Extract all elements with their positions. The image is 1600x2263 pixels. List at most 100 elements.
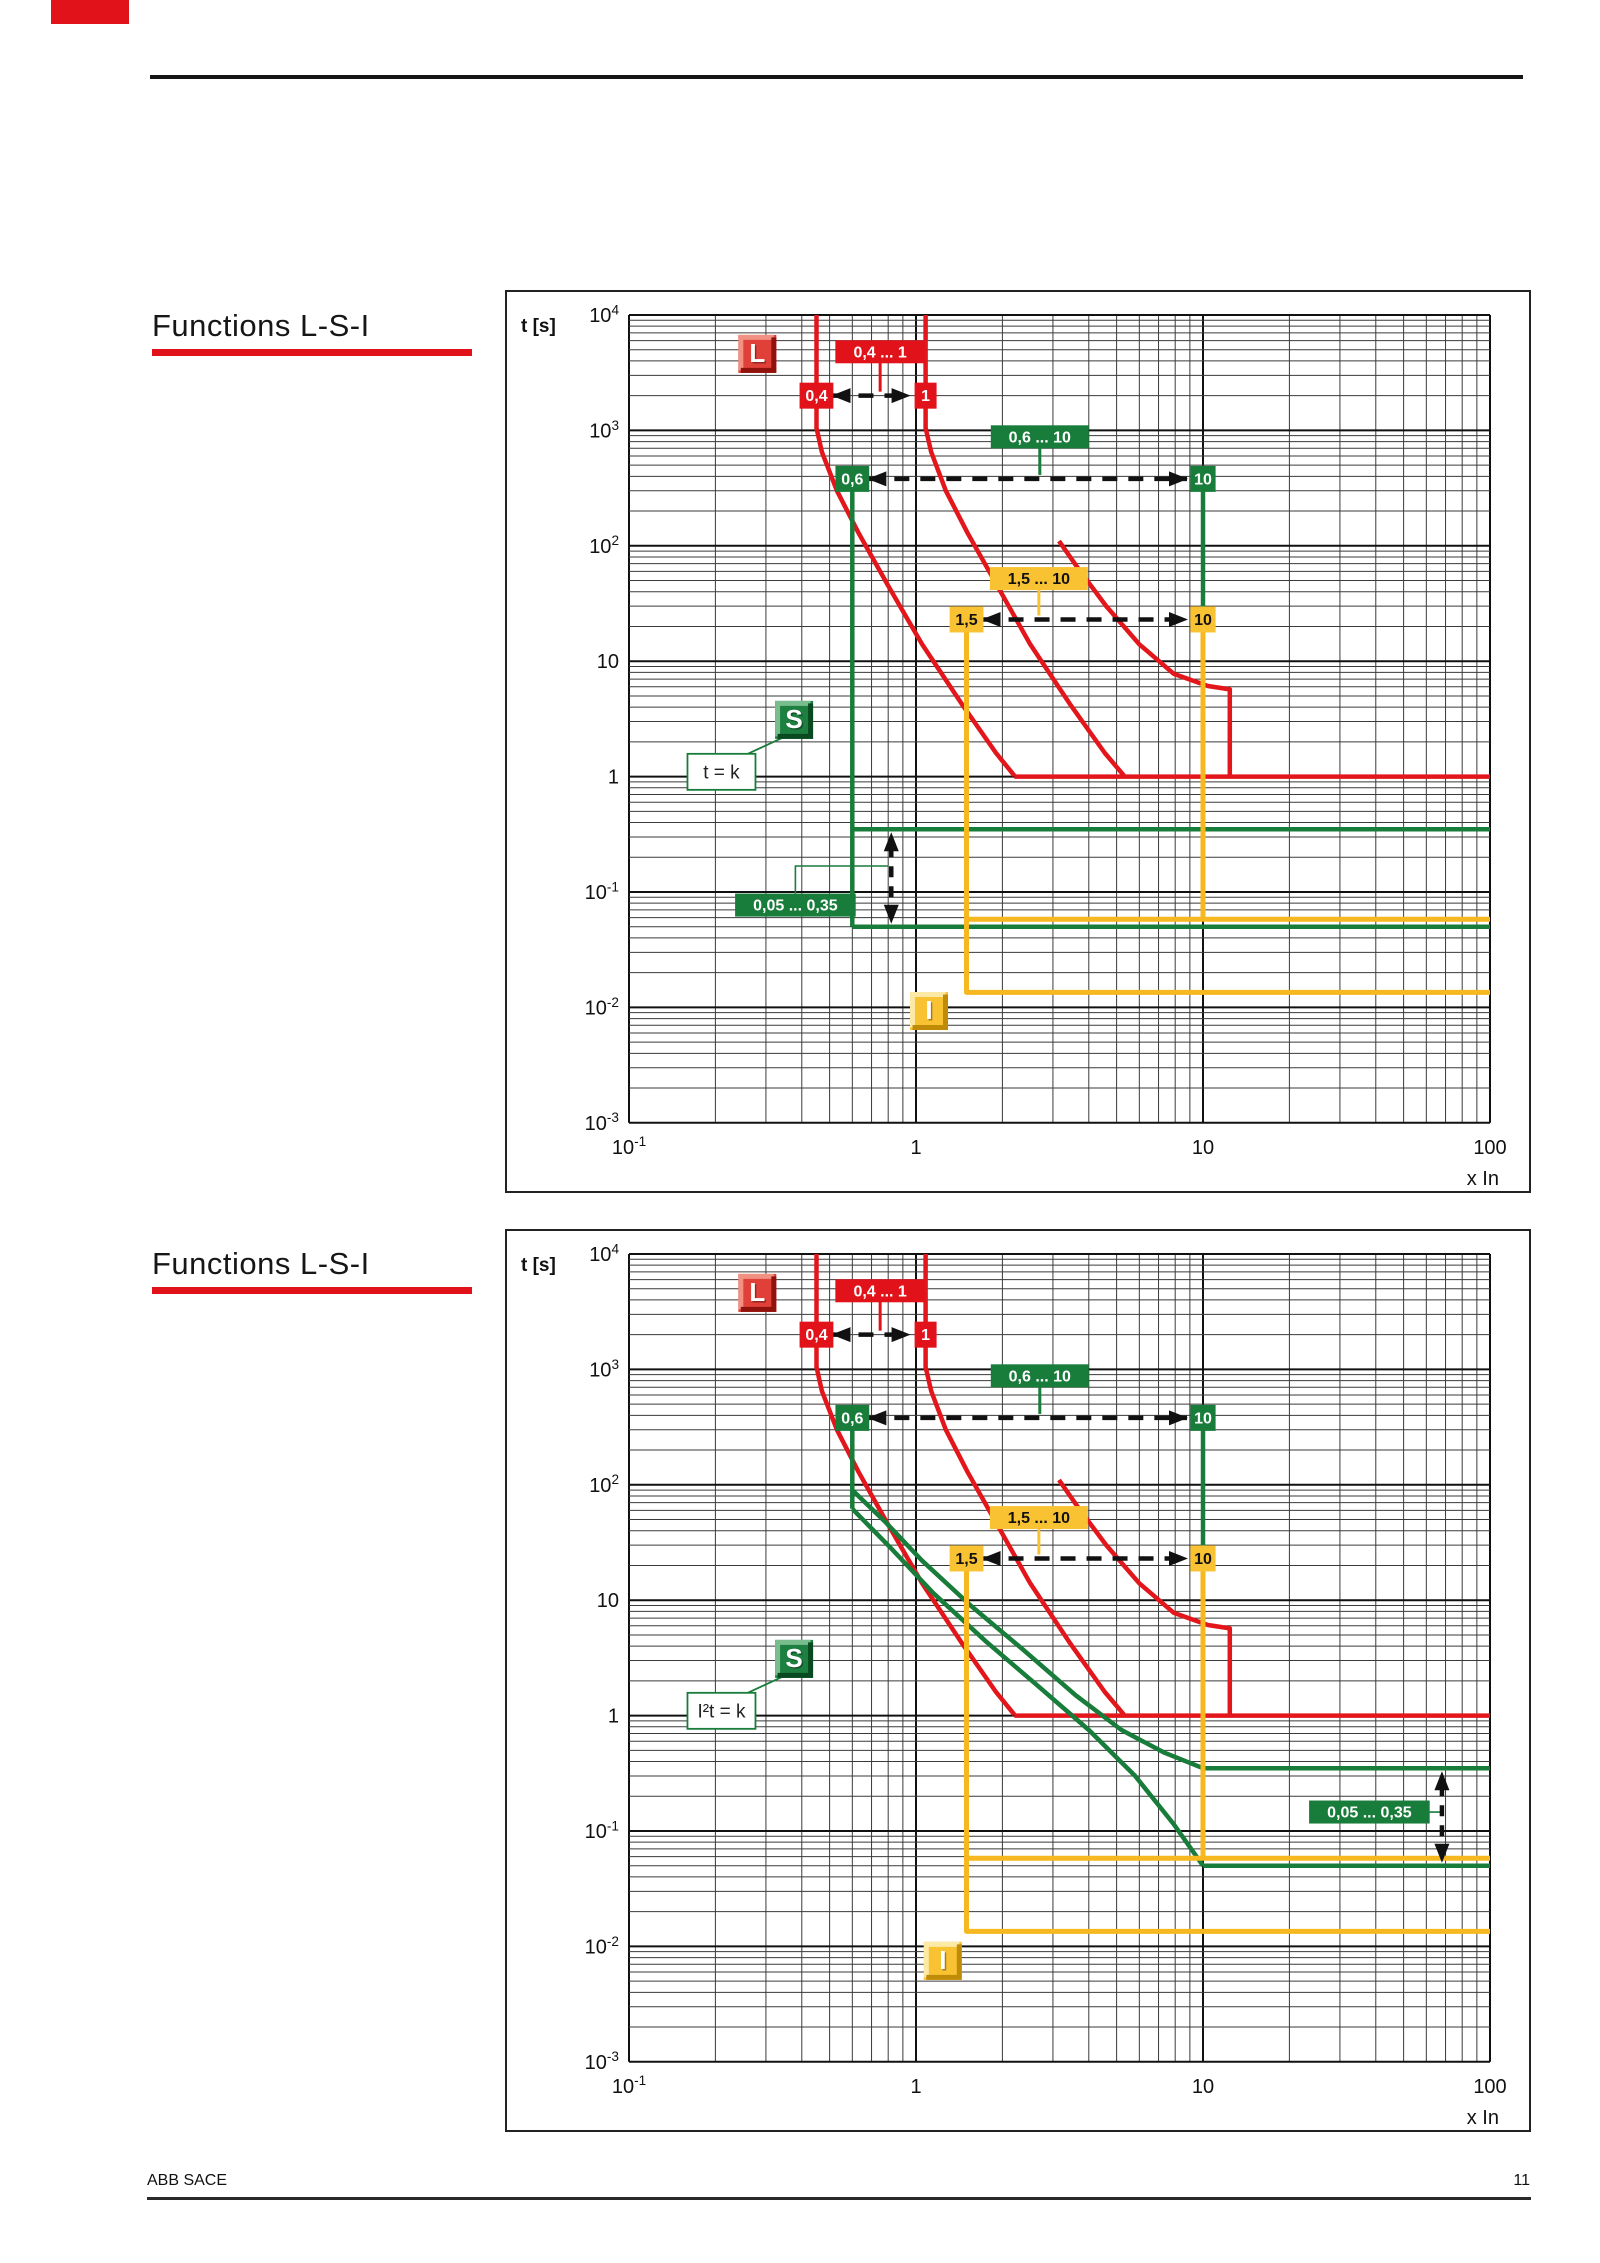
y-axis-unit-label: t [s]	[521, 316, 556, 337]
svg-text:100: 100	[1473, 2076, 1506, 2098]
series-L-band-left	[814, 1254, 1017, 1717]
footer-brand: ABB SACE	[147, 2172, 228, 2189]
trip-curve-chart-t-equals-k: 0,4 1 0,6 10 1,5 10 0,4 ... 1 0,6 ... 10 1,5 ...…	[505, 290, 1531, 1193]
log-grid	[628, 1253, 1491, 2063]
svg-text:t = k: t = k	[703, 762, 740, 783]
range-label: 0,4 ... 1	[835, 1279, 925, 1331]
svg-text:10-2: 10-2	[585, 995, 619, 1020]
series-I-pickup-15	[964, 1558, 1490, 1934]
setting-range-arrow: 1,5 10	[949, 1545, 1216, 1572]
time-setting-arrow: 0,05 ... 0,35	[735, 832, 899, 924]
svg-text:1: 1	[921, 1327, 930, 1344]
svg-text:10: 10	[1194, 471, 1212, 488]
range-label: 0,6 ... 10	[990, 1364, 1089, 1414]
svg-text:0,4 ... 1: 0,4 ... 1	[853, 344, 906, 361]
svg-text:L: L	[749, 338, 765, 368]
svg-text:L: L	[751, 339, 767, 369]
function-badge-S: SS	[775, 1639, 814, 1678]
svg-text:0,4: 0,4	[805, 1327, 827, 1344]
svg-text:0,4: 0,4	[805, 388, 827, 405]
svg-text:10-1: 10-1	[585, 1818, 619, 1843]
series-L-band-left	[814, 315, 1017, 778]
svg-text:10: 10	[1194, 612, 1212, 629]
setting-range-arrow: 0,4 1	[799, 1321, 937, 1348]
svg-text:1,5: 1,5	[955, 612, 977, 629]
svg-text:I: I	[939, 1945, 946, 1975]
heading-underline-1	[152, 349, 472, 356]
range-label: 1,5 ... 10	[989, 567, 1088, 616]
series-I-pickup-15	[964, 619, 1490, 995]
log-grid	[628, 314, 1491, 1124]
footer-page-number: 11	[1513, 2172, 1530, 2189]
svg-text:1,5: 1,5	[955, 1551, 977, 1568]
setting-box-1,5: 1,5	[949, 606, 984, 633]
svg-text:S: S	[785, 704, 802, 734]
y-axis-unit-label: t [s]	[521, 1255, 556, 1276]
svg-text:I: I	[941, 1946, 948, 1976]
section-heading-1: Functions L-S-I	[152, 308, 370, 343]
function-badge-I: II	[910, 992, 949, 1031]
curve-series	[814, 1254, 1490, 1934]
svg-text:0,6 ... 10: 0,6 ... 10	[1009, 1368, 1071, 1385]
function-badge-L: LL	[738, 1273, 777, 1312]
svg-text:1: 1	[910, 1137, 921, 1159]
svg-text:102: 102	[589, 1472, 619, 1497]
svg-text:1: 1	[608, 767, 619, 789]
svg-text:0,05 ... 0,35: 0,05 ... 0,35	[753, 898, 838, 915]
svg-text:0,6: 0,6	[841, 471, 863, 488]
page-corner-red-mark	[51, 0, 129, 24]
k-equation-box: t = k	[686, 737, 783, 791]
curve-series	[814, 315, 1490, 995]
svg-text:S: S	[787, 705, 804, 735]
setting-range-arrow: 0,6 10	[835, 465, 1216, 492]
svg-text:S: S	[785, 1643, 802, 1673]
function-badge-L: LL	[738, 334, 777, 373]
svg-text:0,6 ... 10: 0,6 ... 10	[1009, 429, 1071, 446]
setting-box-10: 10	[1190, 465, 1216, 492]
svg-text:100: 100	[1473, 1137, 1506, 1159]
svg-text:1: 1	[921, 388, 930, 405]
svg-text:103: 103	[589, 418, 619, 443]
setting-box-10: 10	[1190, 1404, 1216, 1431]
setting-box-0,4: 0,4	[799, 382, 834, 409]
range-label: 1,5 ... 10	[989, 1506, 1088, 1555]
svg-text:1: 1	[910, 2076, 921, 2098]
svg-text:I: I	[927, 997, 934, 1027]
svg-text:10: 10	[597, 651, 619, 673]
svg-text:10-1: 10-1	[612, 1134, 646, 1159]
svg-text:S: S	[787, 1644, 804, 1674]
svg-text:10-3: 10-3	[585, 2049, 619, 2074]
svg-text:104: 104	[589, 302, 619, 327]
range-label: 0,6 ... 10	[990, 425, 1089, 475]
svg-text:10: 10	[597, 1590, 619, 1612]
svg-text:1,5 ... 10: 1,5 ... 10	[1008, 571, 1070, 588]
chart-svg: 0,4 10,6 101,5 100,4 ... 10,6 ... 101,5 ...…	[521, 302, 1507, 1189]
svg-text:1: 1	[608, 1706, 619, 1728]
x-axis-unit-label: x In	[1467, 2107, 1499, 2129]
svg-text:10: 10	[1194, 1551, 1212, 1568]
setting-range-arrow: 1,5 10	[949, 606, 1216, 633]
setting-box-1: 1	[914, 1321, 937, 1348]
svg-text:10-3: 10-3	[585, 1110, 619, 1135]
svg-text:I: I	[925, 995, 932, 1025]
setting-box-0,6: 0,6	[835, 465, 870, 492]
k-equation-box: I²t = k	[686, 1676, 783, 1730]
x-axis-unit-label: x In	[1467, 1168, 1499, 1190]
svg-text:102: 102	[589, 533, 619, 558]
setting-range-arrow: 0,4 1	[799, 382, 937, 409]
footer-rule	[147, 2197, 1531, 2200]
svg-text:10-1: 10-1	[585, 879, 619, 904]
setting-range-arrow: 0,6 10	[835, 1404, 1216, 1431]
series-L-band-right	[923, 1254, 1126, 1717]
function-badge-S: SS	[775, 700, 814, 739]
chart-svg: 0,4 10,6 101,5 100,4 ... 10,6 ... 101,5 ...…	[521, 1241, 1507, 2128]
svg-text:103: 103	[589, 1357, 619, 1382]
range-label: 0,4 ... 1	[835, 340, 925, 392]
svg-text:0,05 ... 0,35: 0,05 ... 0,35	[1327, 1805, 1412, 1822]
setting-box-0,4: 0,4	[799, 1321, 834, 1348]
svg-text:1,5 ... 10: 1,5 ... 10	[1008, 1510, 1070, 1527]
svg-text:10: 10	[1192, 1137, 1214, 1159]
